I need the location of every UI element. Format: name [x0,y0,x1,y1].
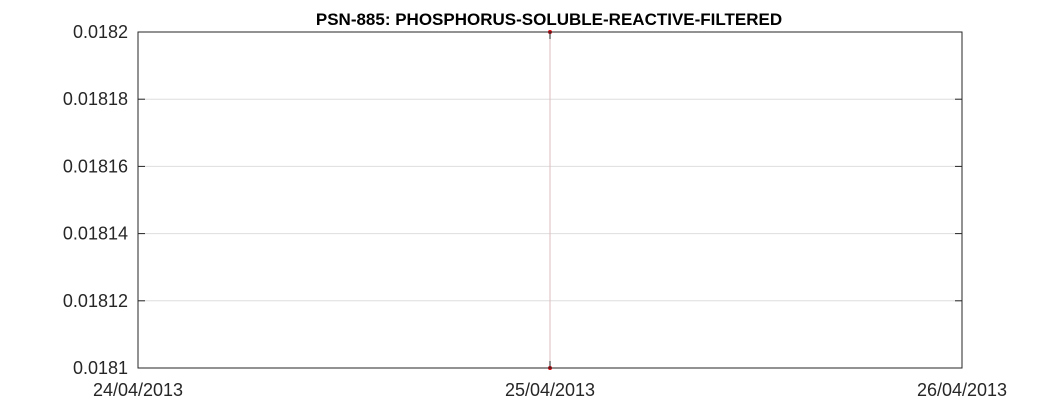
y-tick-label: 0.01816 [63,156,128,176]
x-tick-label: 26/04/2013 [917,380,1007,400]
y-tick-label: 0.01818 [63,89,128,109]
series-layer [548,30,552,370]
y-tick-label: 0.0182 [73,22,128,42]
x-tick-label: 25/04/2013 [505,380,595,400]
chart-title: PSN-885: PHOSPHORUS-SOLUBLE-REACTIVE-FIL… [316,10,782,29]
x-tick-label: 24/04/2013 [93,380,183,400]
y-tick-label: 0.01812 [63,291,128,311]
y-tick-labels: 0.0181 0.01812 0.01814 0.01816 0.01818 0.0182 [63,22,128,378]
ticks [137,31,963,369]
y-tick-label: 0.01814 [63,224,128,244]
y-tick-label: 0.0181 [73,358,128,378]
x-tick-labels: 24/04/2013 25/04/2013 26/04/2013 [93,380,1007,400]
